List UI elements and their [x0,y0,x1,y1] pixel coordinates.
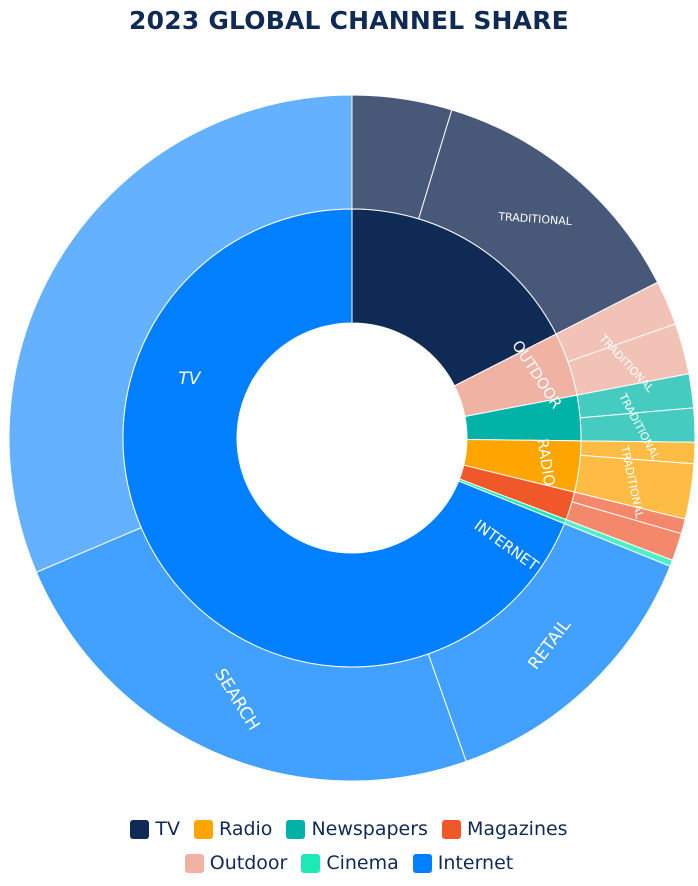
legend-label: TV [155,818,181,840]
legend-swatch [301,853,321,873]
legend-item-magazines: Magazines [441,818,568,840]
inner-segment-internet-6 [122,208,566,668]
legend-label: Cinema [326,852,399,874]
legend-label: Magazines [466,818,568,840]
legend-swatch [194,819,214,839]
legend-swatch [286,819,306,839]
legend-swatch [184,853,204,873]
inner-ring [122,208,582,668]
legend-item-outdoor: Outdoor [184,852,288,874]
outer-label-traditional-1: TRADITIONAL [497,210,573,228]
legend-item-tv: TV [130,818,180,840]
chart-title: 2023 GLOBAL CHANNEL SHARE [129,6,569,35]
legend-label: Newspapers [311,818,428,840]
legend-label: Internet [437,852,514,874]
legend-row: Outdoor Cinema Internet [0,852,698,874]
legend-label: Outdoor [209,852,288,874]
legend-item-cinema: Cinema [301,852,399,874]
legend: TV Radio Newspapers Magazines Outdoor Cinema… [0,818,698,886]
legend-item-newspapers: Newspapers [286,818,428,840]
legend-swatch [412,853,432,873]
sunburst-chart: TV OUTDOORRADIOINTERNETTRADITIONALTRADITI… [8,94,696,782]
legend-row: TV Radio Newspapers Magazines [0,818,698,840]
legend-label: Radio [219,818,273,840]
inner-label-tv: TV [178,369,201,389]
legend-swatch [441,819,461,839]
legend-swatch [130,819,150,839]
legend-item-internet: Internet [412,852,514,874]
inner-segment-tv-0 [351,208,557,387]
legend-item-radio: Radio [194,818,272,840]
outer-ring [8,94,696,782]
